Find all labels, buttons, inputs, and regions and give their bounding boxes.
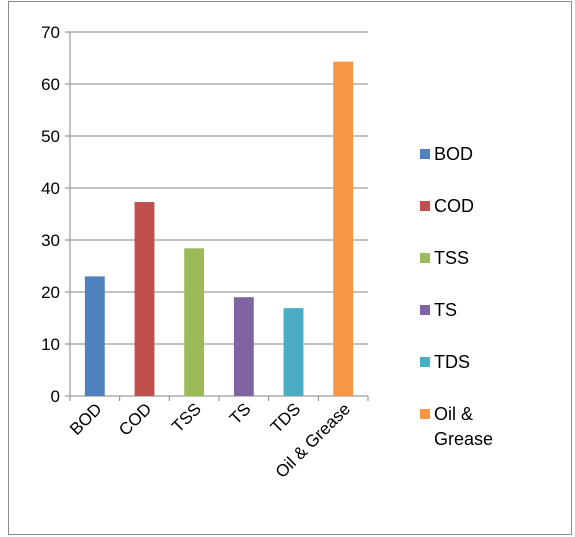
bar-cod [134, 202, 155, 396]
x-tick-label: BOD [66, 399, 105, 438]
legend-label: TSS [434, 248, 469, 268]
legend-swatch [420, 253, 430, 263]
x-tick-label: TSS [168, 399, 205, 436]
bar-ts [233, 297, 254, 396]
bars [84, 61, 354, 396]
y-tick-label: 30 [41, 231, 60, 250]
x-tick-label: COD [115, 399, 155, 439]
legend-swatch [420, 305, 430, 315]
y-tick-label: 0 [51, 387, 60, 406]
bar-tds [283, 308, 304, 396]
legend-label: BOD [434, 144, 473, 164]
y-tick-label: 40 [41, 179, 60, 198]
legend: BOD COD TSS TS TDS Oil & Grease [420, 144, 493, 449]
legend-label: TDS [434, 352, 470, 372]
x-tick-label: TS [226, 399, 255, 428]
y-tick-label: 10 [41, 335, 60, 354]
legend-label: Oil & [434, 404, 473, 424]
bar-oil-grease [333, 61, 354, 396]
legend-label: TS [434, 300, 457, 320]
y-tick-label: 50 [41, 127, 60, 146]
y-tick-label: 20 [41, 283, 60, 302]
gridlines [70, 31, 368, 345]
y-tick-label: 60 [41, 75, 60, 94]
axes [65, 31, 369, 401]
y-tick-label: 70 [41, 23, 60, 42]
legend-swatch [420, 149, 430, 159]
legend-swatch [420, 409, 430, 419]
x-tick-label: TDS [267, 399, 304, 436]
bar-bod [84, 276, 105, 396]
bar-tss [184, 248, 205, 396]
legend-swatch [420, 201, 430, 211]
chart-frame [8, 1, 572, 535]
legend-label: Grease [434, 429, 493, 449]
legend-swatch [420, 357, 430, 367]
legend-label: COD [434, 196, 474, 216]
